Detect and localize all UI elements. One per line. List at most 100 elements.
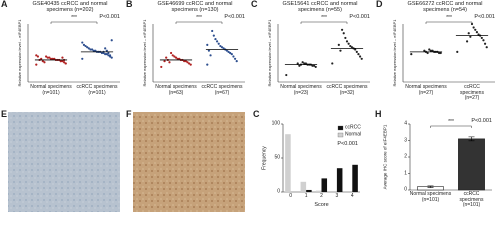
dot [82, 43, 86, 46]
y-tick-label: 1 [404, 169, 407, 176]
dot [165, 56, 168, 59]
dot [110, 56, 113, 59]
chart-title: GSE15641 ccRCC and normal specimens (n=5… [282, 1, 358, 14]
p-value: P<0.001 [349, 14, 370, 20]
dot [342, 32, 345, 35]
y-tick-label: 2 [404, 153, 407, 160]
dot [437, 51, 441, 55]
dot [94, 49, 97, 52]
legend-swatch [337, 132, 344, 138]
dot [428, 48, 431, 51]
dot [312, 64, 316, 67]
dot [357, 53, 360, 56]
dot [186, 61, 189, 64]
dot [212, 34, 215, 37]
dot [429, 49, 433, 52]
dot [173, 55, 176, 58]
dot [360, 57, 363, 60]
y-tick-label: 3 [404, 136, 407, 143]
bar [300, 181, 307, 192]
dot [169, 51, 173, 55]
dot [475, 31, 479, 34]
dot [340, 28, 344, 31]
error-bar [468, 136, 475, 142]
bar [306, 189, 312, 192]
dot [229, 51, 232, 55]
dot [104, 47, 107, 50]
significance-bracket [50, 21, 98, 24]
significance: *** [71, 15, 77, 21]
x-tick-label: Normal specimens (n=27) [405, 84, 447, 96]
dot [431, 49, 434, 52]
y-axis-label: Relative expression level – eIF4EBP1 [16, 19, 22, 87]
dot [206, 43, 209, 46]
chart-title: GSE66272 ccRCC and normal specimens (n=5… [407, 1, 483, 14]
dot [53, 57, 56, 60]
p-value: P<0.001 [99, 14, 120, 20]
dot [189, 63, 192, 66]
dot [296, 62, 299, 65]
dot [410, 53, 413, 56]
dot [314, 65, 317, 69]
bar [458, 138, 485, 191]
dot [211, 29, 214, 33]
bar [352, 164, 358, 192]
x-tick-label: ccRCC specimens (n=101) [76, 84, 118, 96]
x-tick-label: ccRCC specimens (n=67) [201, 84, 243, 96]
p-value: P<0.001 [224, 14, 245, 20]
dot [477, 33, 480, 36]
dot [304, 62, 308, 65]
dot [84, 44, 87, 48]
dot [214, 37, 217, 41]
dot [90, 48, 94, 51]
legend-label: ccRCC [345, 124, 361, 131]
dot [36, 55, 40, 58]
dot [61, 56, 64, 59]
bar [321, 178, 328, 192]
significance-bracket [175, 21, 223, 24]
dot [345, 40, 349, 43]
dot [207, 49, 211, 52]
y-tick-label: 0 [277, 188, 280, 195]
dot [174, 56, 178, 59]
dot [183, 60, 186, 63]
dot [350, 46, 354, 49]
dot [480, 36, 483, 40]
dot [219, 44, 222, 48]
significance-bracket [425, 21, 473, 24]
dot [178, 57, 181, 60]
bar [336, 168, 343, 192]
dot [59, 60, 62, 63]
dot [220, 46, 224, 49]
dot [86, 46, 89, 49]
dot [35, 54, 38, 57]
dot [92, 49, 95, 52]
dot [355, 50, 358, 53]
dot [81, 41, 84, 44]
dot [349, 44, 352, 48]
y-tick-label: 4 [404, 120, 407, 127]
dot [171, 54, 174, 57]
panel-letter: H [375, 109, 382, 119]
p-value: P<0.001 [337, 141, 358, 147]
significance: *** [196, 15, 202, 21]
bar [315, 190, 322, 192]
dot [439, 51, 442, 55]
dot [467, 32, 470, 35]
x-tick-label: 2 [320, 193, 323, 199]
dot [64, 62, 67, 65]
dot [44, 55, 48, 58]
x-tick-label: Normal specimens (n=23) [280, 84, 322, 96]
dot [227, 50, 230, 53]
dot [485, 46, 488, 49]
dot [215, 40, 219, 43]
panel-letter: C [253, 109, 260, 119]
dot [456, 50, 459, 53]
dot [104, 53, 107, 56]
dot [331, 62, 334, 65]
dot [230, 53, 233, 56]
chart-title: GSE40435 ccRCC and normal specimens (n=2… [32, 1, 108, 14]
dot [168, 61, 171, 64]
dot [43, 61, 46, 64]
p-value: P<0.001 [471, 118, 492, 124]
